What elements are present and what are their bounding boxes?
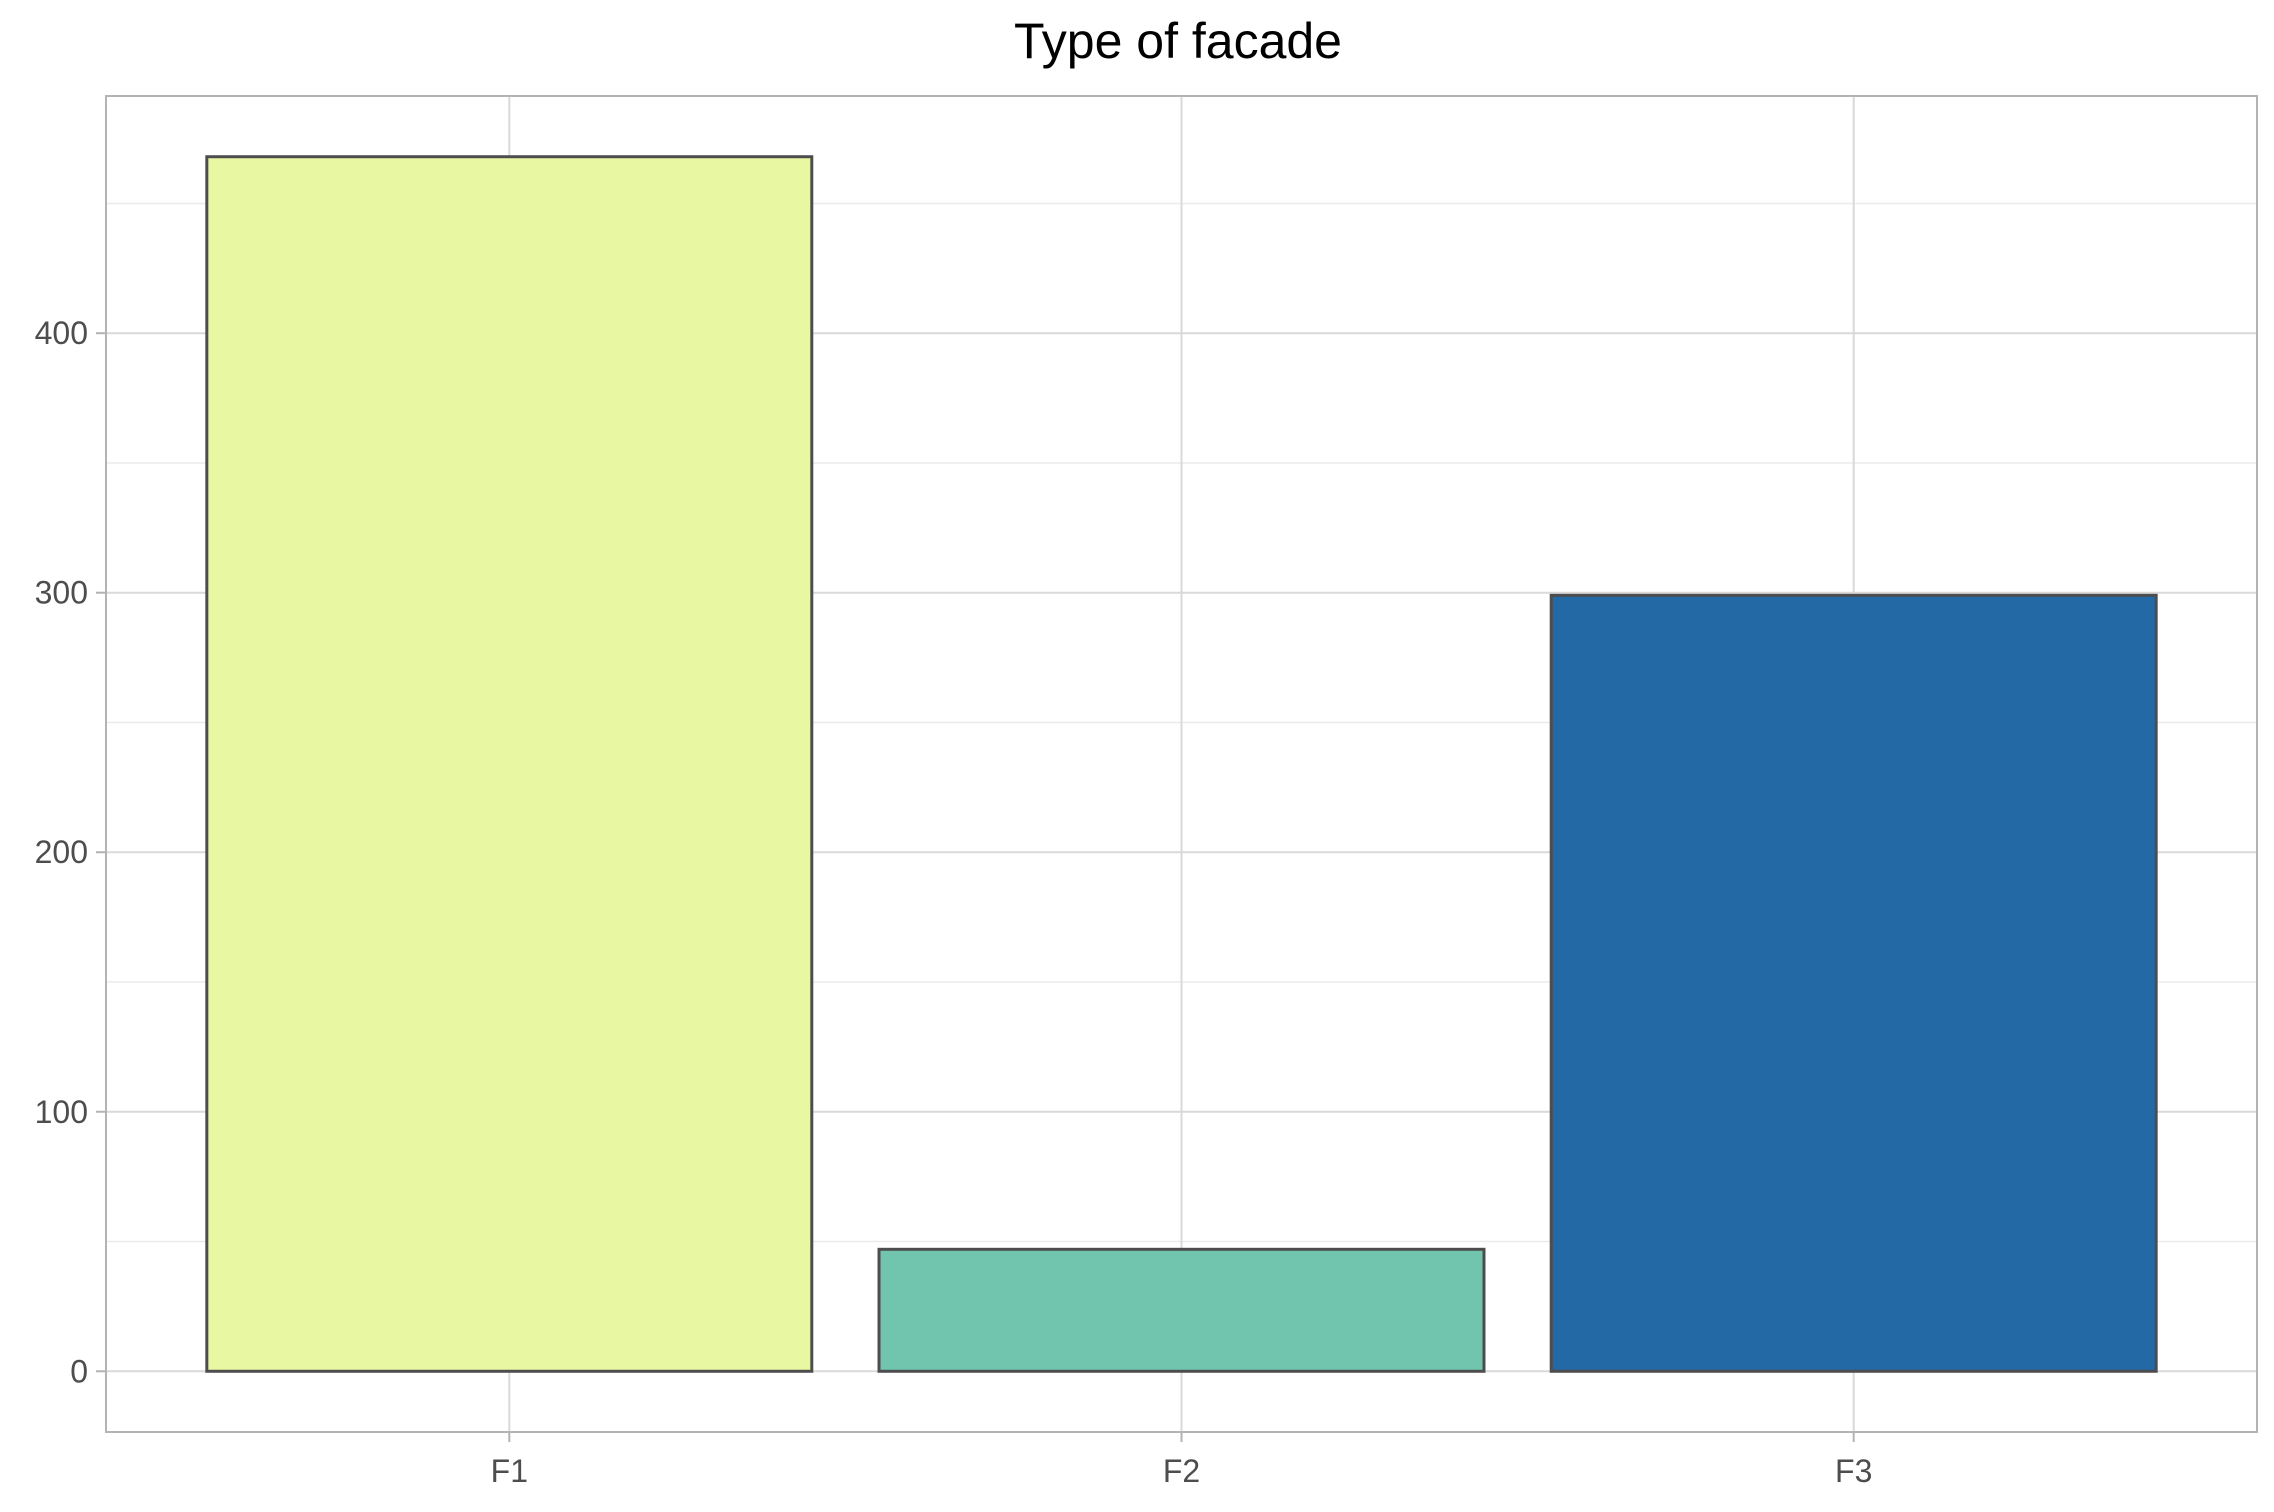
y-tick-label: 400 (35, 315, 88, 351)
bar-f2 (877, 1247, 1486, 1373)
x-axis: F1 F2 F3 (491, 1432, 1872, 1489)
y-tick-label: 0 (70, 1353, 88, 1389)
bar-f3 (1549, 593, 2158, 1373)
y-tick-label: 200 (35, 834, 88, 870)
y-tick-label: 300 (35, 575, 88, 611)
x-tick-label: F2 (1163, 1453, 1200, 1489)
x-tick-label: F3 (1835, 1453, 1872, 1489)
y-axis: 0 100 200 300 400 (35, 315, 106, 1389)
bar-f1 (205, 155, 814, 1373)
y-tick-label: 100 (35, 1094, 88, 1130)
bars (205, 155, 2158, 1373)
chart-title: Type of facade (1014, 13, 1342, 69)
x-tick-label: F1 (491, 1453, 528, 1489)
